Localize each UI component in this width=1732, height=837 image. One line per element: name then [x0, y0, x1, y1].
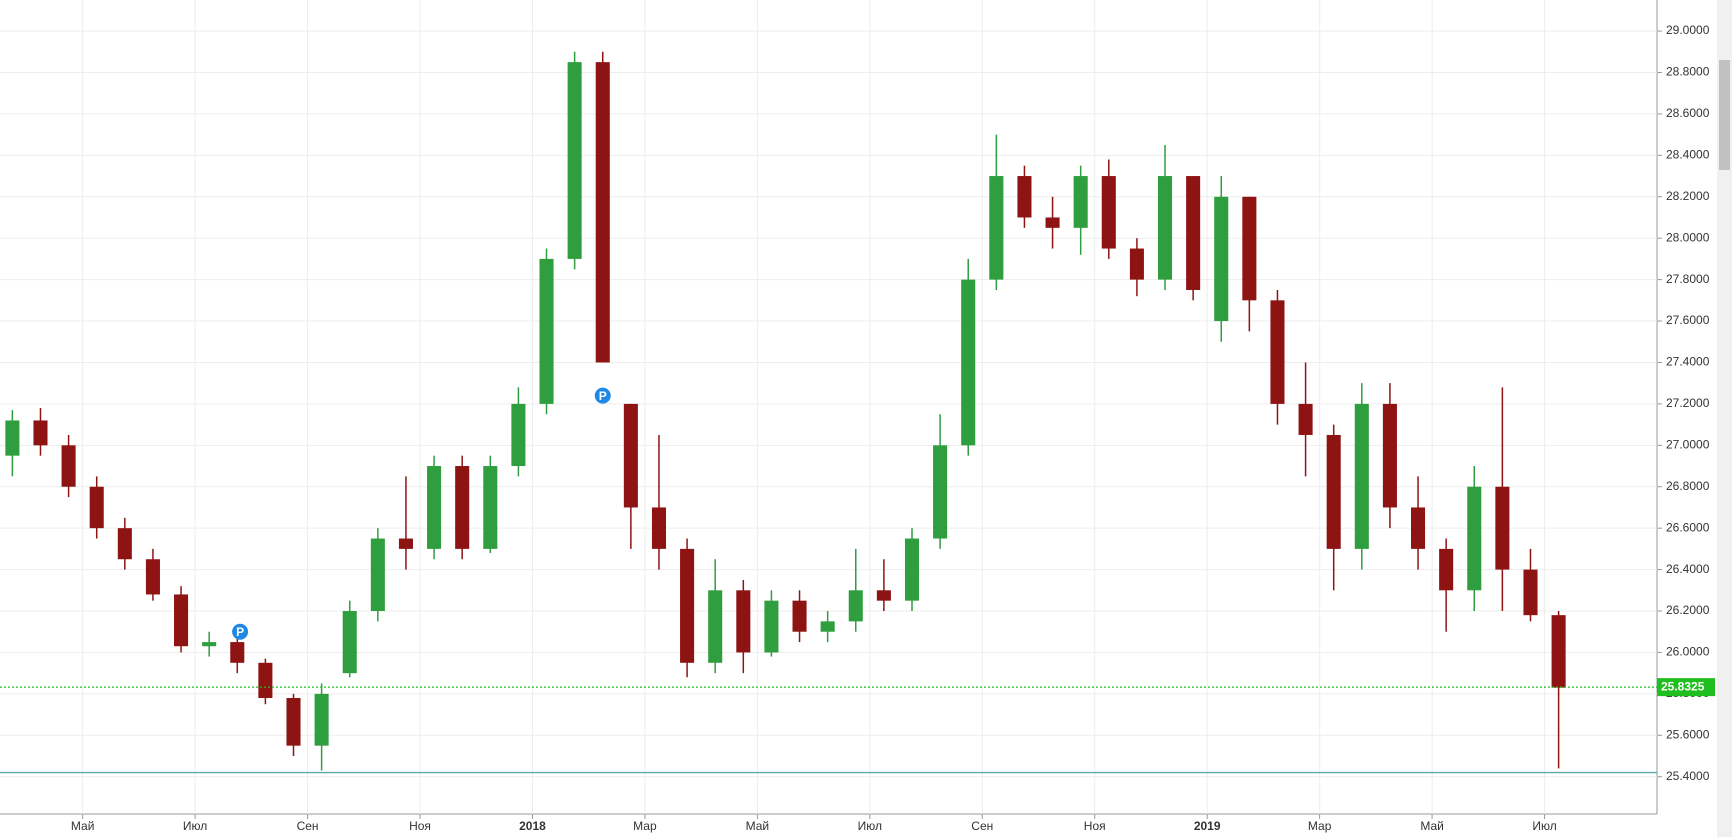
candle-body — [314, 693, 329, 746]
candle-body — [764, 600, 779, 653]
scrollbar[interactable] — [1717, 0, 1732, 837]
y-tick-label: 29.0000 — [1666, 23, 1710, 37]
candle-body — [342, 611, 357, 674]
candle-body — [848, 590, 863, 622]
y-tick-label: 28.4000 — [1666, 148, 1710, 162]
candle-body — [961, 279, 976, 446]
candle-body — [567, 62, 582, 259]
candle-body — [1467, 486, 1482, 591]
candle-body — [989, 176, 1004, 280]
candle-body — [904, 538, 920, 601]
candle-body — [5, 420, 20, 456]
x-tick-label: Июл — [1532, 819, 1556, 833]
x-tick-label: Мар — [1308, 819, 1332, 833]
y-tick-label: 27.4000 — [1666, 355, 1710, 369]
y-tick-label: 28.2000 — [1666, 189, 1710, 203]
candle-body — [1045, 217, 1060, 228]
candle-body — [1382, 403, 1397, 508]
candle-body — [427, 466, 442, 549]
x-tick-label: 2018 — [519, 819, 546, 833]
y-tick-label: 27.2000 — [1666, 396, 1710, 410]
y-tick-label: 26.6000 — [1666, 520, 1710, 534]
candle-body — [1101, 176, 1116, 249]
candle-body — [202, 642, 217, 647]
candle-body — [1523, 569, 1538, 616]
candle-body — [933, 445, 948, 539]
y-tick-label: 28.6000 — [1666, 106, 1710, 120]
candle-body — [1270, 300, 1285, 404]
price-label: 25.8325 — [1661, 679, 1705, 693]
candle-body — [1129, 248, 1144, 280]
candle-body — [398, 538, 413, 549]
candle-body — [595, 62, 610, 363]
candle-body — [1186, 176, 1201, 290]
candle-body — [736, 590, 751, 653]
candle-body — [792, 600, 807, 632]
candle-body — [1326, 434, 1341, 549]
candle-body — [1017, 176, 1032, 218]
candle-body — [483, 466, 498, 549]
x-tick-label: Сен — [297, 819, 319, 833]
x-tick-label: 2019 — [1194, 819, 1221, 833]
x-tick-label: Май — [746, 819, 770, 833]
candle-body — [286, 698, 301, 746]
event-marker[interactable] — [594, 387, 611, 404]
candle-body — [1411, 507, 1426, 549]
candle-body — [1073, 176, 1088, 228]
candle-body — [539, 258, 554, 404]
scrollbar-thumb[interactable] — [1719, 60, 1730, 170]
candle-body — [1242, 196, 1257, 301]
candle-body — [89, 486, 104, 529]
x-tick-label: Июл — [858, 819, 882, 833]
y-tick-label: 25.6000 — [1666, 727, 1710, 741]
x-tick-label: Ноя — [409, 819, 431, 833]
x-tick-label: Ноя — [1084, 819, 1106, 833]
candle-body — [117, 528, 132, 560]
y-tick-label: 26.2000 — [1666, 603, 1710, 617]
x-tick-label: Сен — [971, 819, 993, 833]
candle-body — [1214, 196, 1229, 322]
event-marker-label: P — [599, 389, 607, 403]
candle-body — [1354, 403, 1369, 549]
event-marker[interactable] — [232, 623, 249, 640]
y-tick-label: 28.8000 — [1666, 65, 1710, 79]
candle-body — [145, 559, 160, 595]
y-tick-label: 27.6000 — [1666, 313, 1710, 327]
event-marker-label: P — [236, 625, 244, 639]
candle-body — [370, 538, 385, 612]
candle-body — [1439, 548, 1454, 591]
candle-body — [708, 590, 723, 663]
y-tick-label: 27.0000 — [1666, 437, 1710, 451]
y-tick-label: 25.4000 — [1666, 769, 1710, 783]
y-tick-label: 26.4000 — [1666, 562, 1710, 576]
price-label-box — [1657, 678, 1715, 697]
x-tick-label: Май — [1420, 819, 1444, 833]
y-tick-label: 26.8000 — [1666, 479, 1710, 493]
candle-body — [455, 466, 470, 549]
x-tick-label: Июл — [183, 819, 207, 833]
candle-body — [680, 548, 695, 663]
candle-body — [230, 642, 245, 663]
candle-body — [876, 590, 891, 601]
candle-body — [623, 403, 638, 508]
candle-body — [258, 662, 273, 699]
candle-body — [61, 445, 76, 487]
candle-body — [33, 420, 48, 446]
candle-body — [1495, 486, 1510, 570]
candle-body — [174, 594, 189, 647]
candle-body — [1298, 403, 1313, 435]
x-tick-label: Май — [71, 819, 95, 833]
candle-body — [820, 621, 835, 632]
candle-body — [651, 507, 667, 549]
y-tick-label: 26.0000 — [1666, 645, 1710, 659]
candle-body — [511, 403, 526, 467]
candle-body — [1551, 615, 1566, 688]
candle-body — [1157, 176, 1173, 280]
y-tick-label: 28.0000 — [1666, 230, 1710, 244]
y-tick-label: 27.8000 — [1666, 272, 1710, 286]
x-tick-label: Мар — [633, 819, 657, 833]
